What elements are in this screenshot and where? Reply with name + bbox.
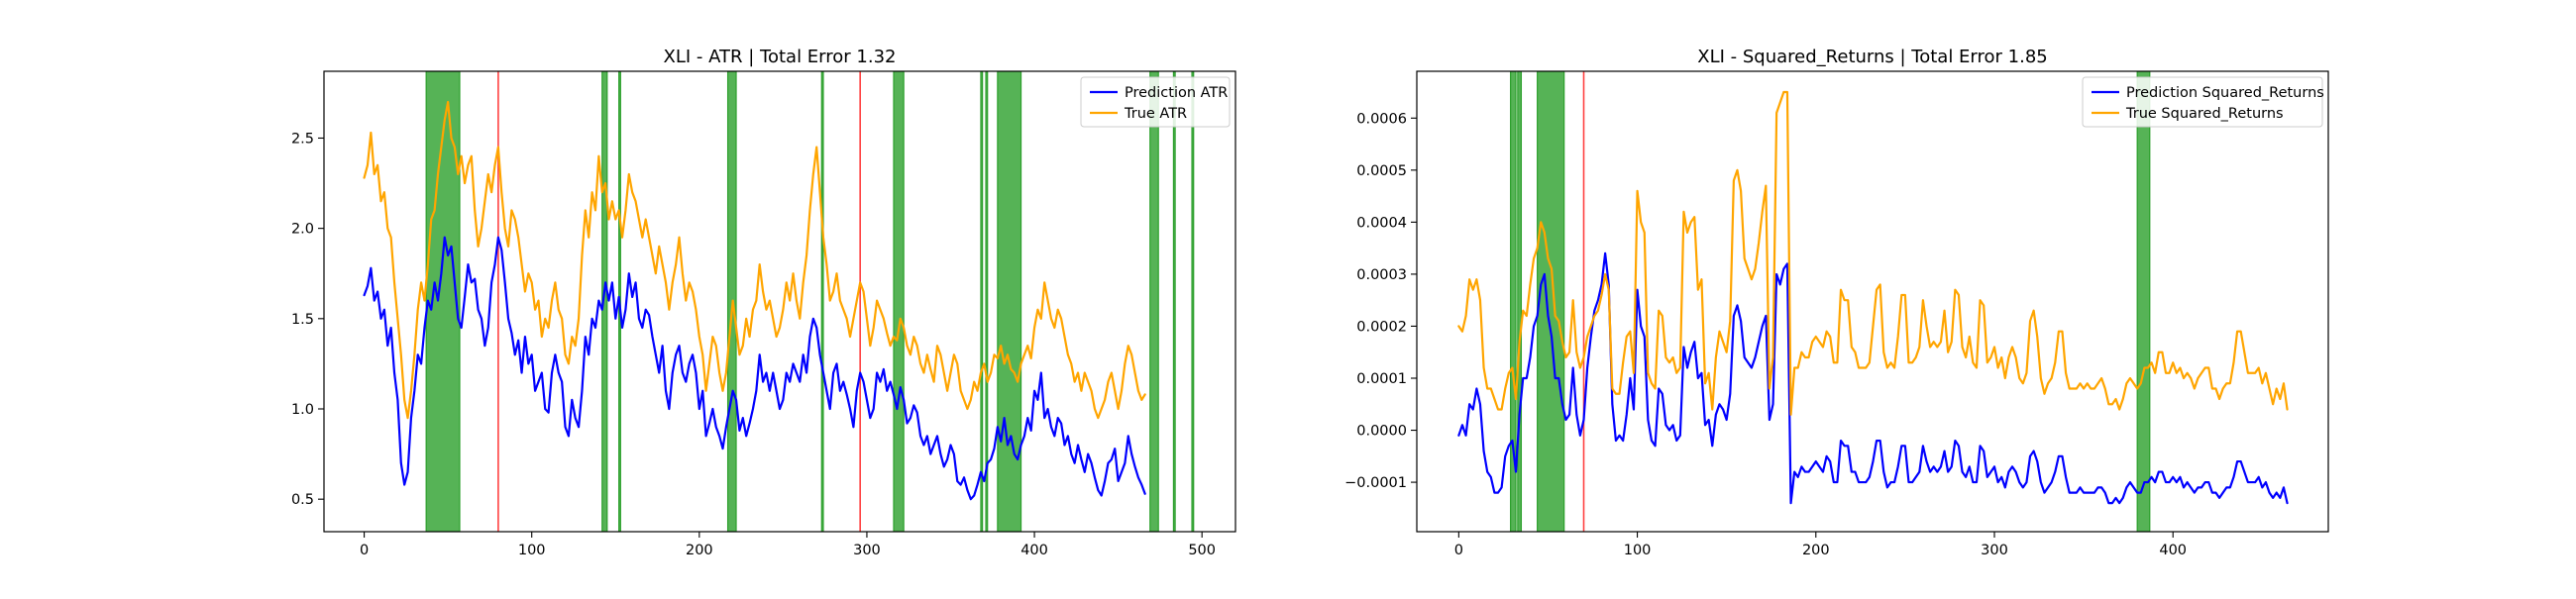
chart-title: XLI - ATR | Total Error 1.32 bbox=[664, 47, 897, 67]
green-band bbox=[1149, 71, 1159, 532]
y-tick-label: 1.5 bbox=[291, 312, 314, 328]
x-tick-label: 400 bbox=[2159, 543, 2187, 558]
plot-area bbox=[363, 71, 1195, 532]
axes-frame bbox=[1416, 70, 2329, 533]
y-tick-label: 2.0 bbox=[291, 222, 314, 238]
y-tick-label: 0.0000 bbox=[1356, 424, 1407, 440]
y-tick-label: 0.0001 bbox=[1356, 371, 1407, 387]
legend-label-prediction: Prediction Squared_Returns bbox=[2126, 85, 2324, 101]
chart-panel-atr: 0 100 200 300 400 500 0.5 1.0 1.5 2.0 2.5 XLI - ATR… bbox=[291, 47, 1236, 558]
green-band bbox=[985, 71, 989, 532]
y-tick-label: 0.5 bbox=[291, 492, 314, 508]
y-tick-label: 0.0003 bbox=[1356, 267, 1407, 283]
y-tick-label: 0.0002 bbox=[1356, 319, 1407, 335]
green-band bbox=[980, 71, 984, 532]
chart-panel-squared-returns: 0 100 200 300 400 −0.0001 0.0000 0.0001 0.0002 0.… bbox=[1344, 47, 2329, 558]
legend-label-true: True ATR bbox=[1124, 106, 1187, 122]
legend-label-prediction: Prediction ATR bbox=[1125, 85, 1228, 101]
legend-box bbox=[2082, 76, 2323, 128]
series-line-true bbox=[363, 100, 1146, 420]
green-band bbox=[1510, 71, 1517, 532]
y-tick-label: 0.0006 bbox=[1356, 111, 1407, 127]
green-band bbox=[997, 71, 1022, 532]
x-tick-label: 0 bbox=[1454, 543, 1463, 558]
x-tick-label: 100 bbox=[518, 543, 546, 558]
green-band bbox=[820, 71, 824, 532]
green-band bbox=[2136, 71, 2151, 532]
green-band bbox=[1191, 71, 1195, 532]
y-tick-label: 2.5 bbox=[291, 131, 314, 147]
green-band bbox=[1172, 71, 1176, 532]
x-tick-label: 0 bbox=[360, 543, 369, 558]
y-tick-label: 1.0 bbox=[291, 402, 314, 418]
x-tick-label: 400 bbox=[1020, 543, 1048, 558]
x-tick-label: 200 bbox=[686, 543, 713, 558]
green-band bbox=[1517, 71, 1523, 532]
x-tick-label: 100 bbox=[1624, 543, 1652, 558]
axes-frame bbox=[323, 70, 1236, 533]
green-band bbox=[893, 71, 905, 532]
x-tick-label: 300 bbox=[1981, 543, 2008, 558]
x-tick-label: 500 bbox=[1188, 543, 1216, 558]
series-line-prediction bbox=[1457, 251, 2289, 505]
plot-area bbox=[1457, 71, 2289, 532]
y-tick-label: 0.0004 bbox=[1356, 215, 1407, 231]
y-tick-label: −0.0001 bbox=[1344, 475, 1407, 491]
x-tick-label: 200 bbox=[1802, 543, 1830, 558]
legend-label-true: True Squared_Returns bbox=[2125, 106, 2284, 122]
x-tick-label: 300 bbox=[853, 543, 881, 558]
legend-box bbox=[1080, 76, 1231, 128]
green-band bbox=[1537, 71, 1565, 532]
series-line-true bbox=[1457, 90, 2289, 416]
y-tick-label: 0.0005 bbox=[1356, 163, 1407, 179]
chart-title: XLI - Squared_Returns | Total Error 1.85 bbox=[1697, 47, 2047, 67]
series-line-prediction bbox=[363, 236, 1146, 501]
